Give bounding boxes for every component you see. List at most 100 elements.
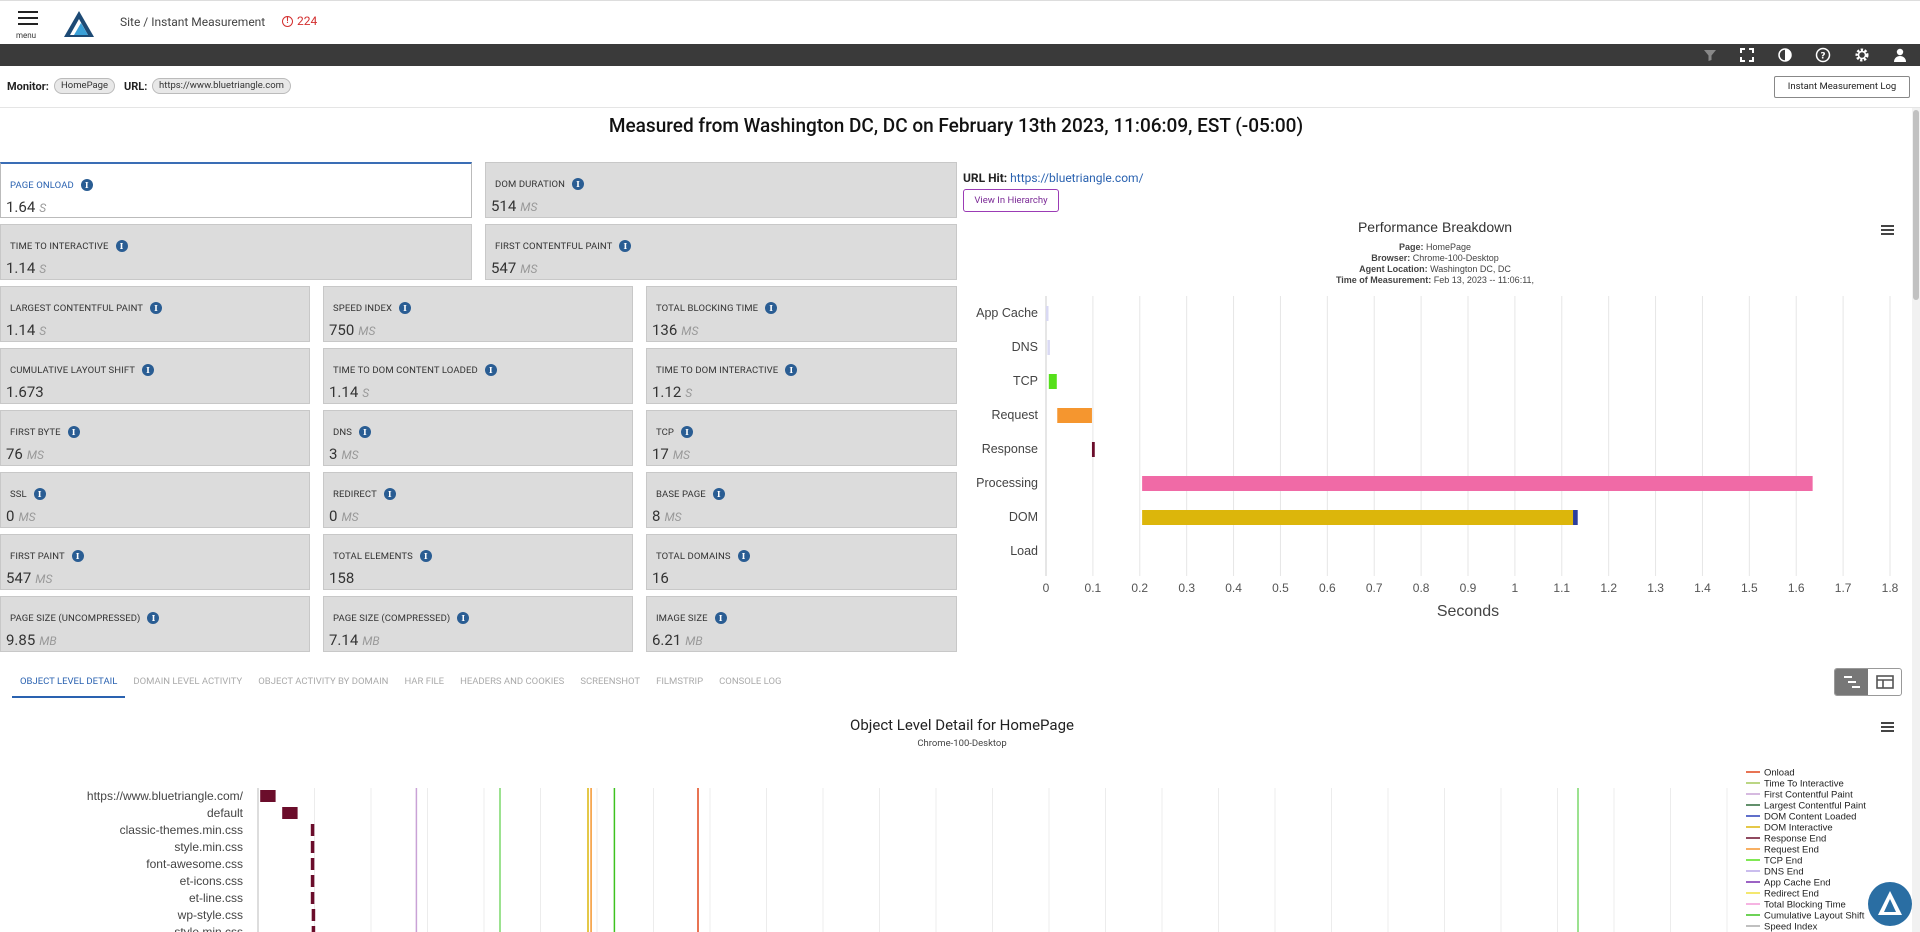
metric-card-time-to-dom-content-loaded[interactable]: TIME TO DOM CONTENT LOADED i 1.14 S [323,348,633,404]
legend-label[interactable]: DOM Content Loaded [1764,812,1856,823]
metric-card-speed-index[interactable]: SPEED INDEX i 750 MS [323,286,633,342]
info-icon[interactable]: i [712,488,725,500]
metric-card-dom-duration[interactable]: DOM DURATION i 514 MS [485,162,957,218]
resource-bar[interactable] [310,875,315,887]
info-icon[interactable]: i [147,612,160,624]
bluetriangle-fab-button[interactable] [1868,882,1912,926]
info-icon[interactable]: i [737,550,750,562]
info-icon[interactable]: i [115,240,128,252]
legend-label[interactable]: Largest Contentful Paint [1764,801,1866,812]
metric-card-time-to-interactive[interactable]: TIME TO INTERACTIVE i 1.14 S [0,224,472,280]
bar-dns[interactable] [1047,340,1050,355]
resource-label[interactable]: style.min.css [174,925,243,932]
fullscreen-icon[interactable] [1739,47,1755,63]
legend-label[interactable]: Request End [1764,845,1819,856]
legend-label[interactable]: Onload [1764,768,1795,779]
resource-label[interactable]: font-awesome.css [146,857,243,871]
vertical-scrollbar[interactable] [1912,108,1920,932]
metric-card-tcp[interactable]: TCP i 17 MS [646,410,957,466]
bluetriangle-logo[interactable] [64,11,94,37]
bar-processing[interactable] [1142,476,1813,491]
info-icon[interactable]: i [714,612,727,624]
resource-bar[interactable] [310,841,315,853]
resource-label[interactable]: default [207,806,244,820]
metric-card-first-paint[interactable]: FIRST PAINT i 547 MS [0,534,310,590]
bar-request[interactable] [1057,408,1092,423]
info-icon[interactable]: i [142,364,155,376]
breadcrumb[interactable]: Site / Instant Measurement [120,15,266,29]
resource-label[interactable]: classic-themes.min.css [120,823,243,837]
table-view-button[interactable] [1868,669,1901,695]
tab-filmstrip[interactable]: FILMSTRIP [656,676,704,687]
waterfall-view-button[interactable] [1835,669,1868,695]
metric-card-total-elements[interactable]: TOTAL ELEMENTS i 158 [323,534,633,590]
legend-label[interactable]: Redirect End [1764,889,1819,900]
metric-card-first-contentful-paint[interactable]: FIRST CONTENTFUL PAINT i 547 MS [485,224,957,280]
metric-card-dns[interactable]: DNS i 3 MS [323,410,633,466]
resource-label[interactable]: style.min.css [174,840,243,854]
legend-label[interactable]: DOM Interactive [1764,823,1833,834]
metric-card-image-size[interactable]: IMAGE SIZE i 6.21 MB [646,596,957,652]
view-in-hierarchy-button[interactable]: View In Hierarchy [963,189,1059,212]
resource-label[interactable]: et-icons.css [180,874,243,888]
metric-card-cumulative-layout-shift[interactable]: CUMULATIVE LAYOUT SHIFT i 1.673 [0,348,310,404]
info-icon[interactable]: i [681,426,694,438]
resource-label[interactable]: et-line.css [189,891,243,905]
bar-app-cache[interactable] [1046,306,1049,321]
tab-screenshot[interactable]: SCREENSHOT [580,676,641,687]
legend-label[interactable]: TCP End [1764,856,1802,867]
info-icon[interactable]: i [33,488,46,500]
info-icon[interactable]: i [71,550,84,562]
legend-label[interactable]: App Cache End [1764,878,1831,889]
info-icon[interactable]: i [484,364,497,376]
scrollbar-thumb[interactable] [1913,110,1919,300]
resource-bar[interactable] [311,926,316,932]
filter-icon[interactable] [1702,47,1718,63]
metric-card-time-to-dom-interactive[interactable]: TIME TO DOM INTERACTIVE i 1.12 S [646,348,957,404]
metric-card-page-size-compressed[interactable]: PAGE SIZE (COMPRESSED) i 7.14 MB [323,596,633,652]
info-icon[interactable]: i [80,179,93,191]
legend-label[interactable]: Time To Interactive [1764,779,1844,790]
resource-bar[interactable] [260,790,276,802]
bar-dom[interactable] [1142,510,1574,525]
resource-bar[interactable] [282,807,298,819]
legend-label[interactable]: First Contentful Paint [1764,790,1853,801]
info-icon[interactable]: i [419,550,432,562]
monitor-chip[interactable]: HomePage [54,78,116,94]
legend-label[interactable]: Cumulative Layout Shift [1764,911,1865,922]
legend-label[interactable]: Response End [1764,834,1826,845]
resource-label[interactable]: https://www.bluetriangle.com/ [87,789,244,803]
info-icon[interactable]: i [572,178,585,190]
metric-card-total-blocking-time[interactable]: TOTAL BLOCKING TIME i 136 MS [646,286,957,342]
bar-response[interactable] [1091,442,1095,457]
tab-object-level-detail[interactable]: OBJECT LEVEL DETAIL [12,668,126,698]
metric-card-largest-contentful-paint[interactable]: LARGEST CONTENTFUL PAINT i 1.14 S [0,286,310,342]
alert-indicator[interactable]: ! 224 [282,14,317,28]
bar-tcp[interactable] [1048,374,1057,389]
resource-label[interactable]: wp-style.css [177,908,243,922]
contrast-icon[interactable] [1777,47,1793,63]
legend-label[interactable]: DNS End [1764,867,1804,878]
info-icon[interactable]: i [67,426,80,438]
settings-icon[interactable] [1854,47,1870,63]
info-icon[interactable]: i [358,426,371,438]
metric-card-ssl[interactable]: SSL i 0 MS [0,472,310,528]
bar-dom[interactable] [1573,510,1578,525]
menu-button[interactable]: menu [14,9,40,40]
metric-card-page-onload[interactable]: PAGE ONLOAD i 1.64 S [0,162,472,218]
info-icon[interactable]: i [765,302,778,314]
help-icon[interactable]: ? [1815,47,1831,63]
instant-measurement-log-button[interactable]: Instant Measurement Log [1774,76,1910,98]
chart-menu-icon[interactable] [1880,225,1896,237]
info-icon[interactable]: i [457,612,470,624]
metric-card-page-size-uncompressed[interactable]: PAGE SIZE (UNCOMPRESSED) i 9.85 MB [0,596,310,652]
metric-card-first-byte[interactable]: FIRST BYTE i 76 MS [0,410,310,466]
user-icon[interactable] [1892,47,1908,63]
metric-card-base-page[interactable]: BASE PAGE i 8 MS [646,472,957,528]
object-chart-menu-icon[interactable] [1880,722,1896,734]
legend-label[interactable]: Speed Index [1764,922,1818,932]
resource-bar[interactable] [310,858,315,870]
resource-bar[interactable] [310,892,315,904]
metric-card-redirect[interactable]: REDIRECT i 0 MS [323,472,633,528]
info-icon[interactable]: i [785,364,798,376]
